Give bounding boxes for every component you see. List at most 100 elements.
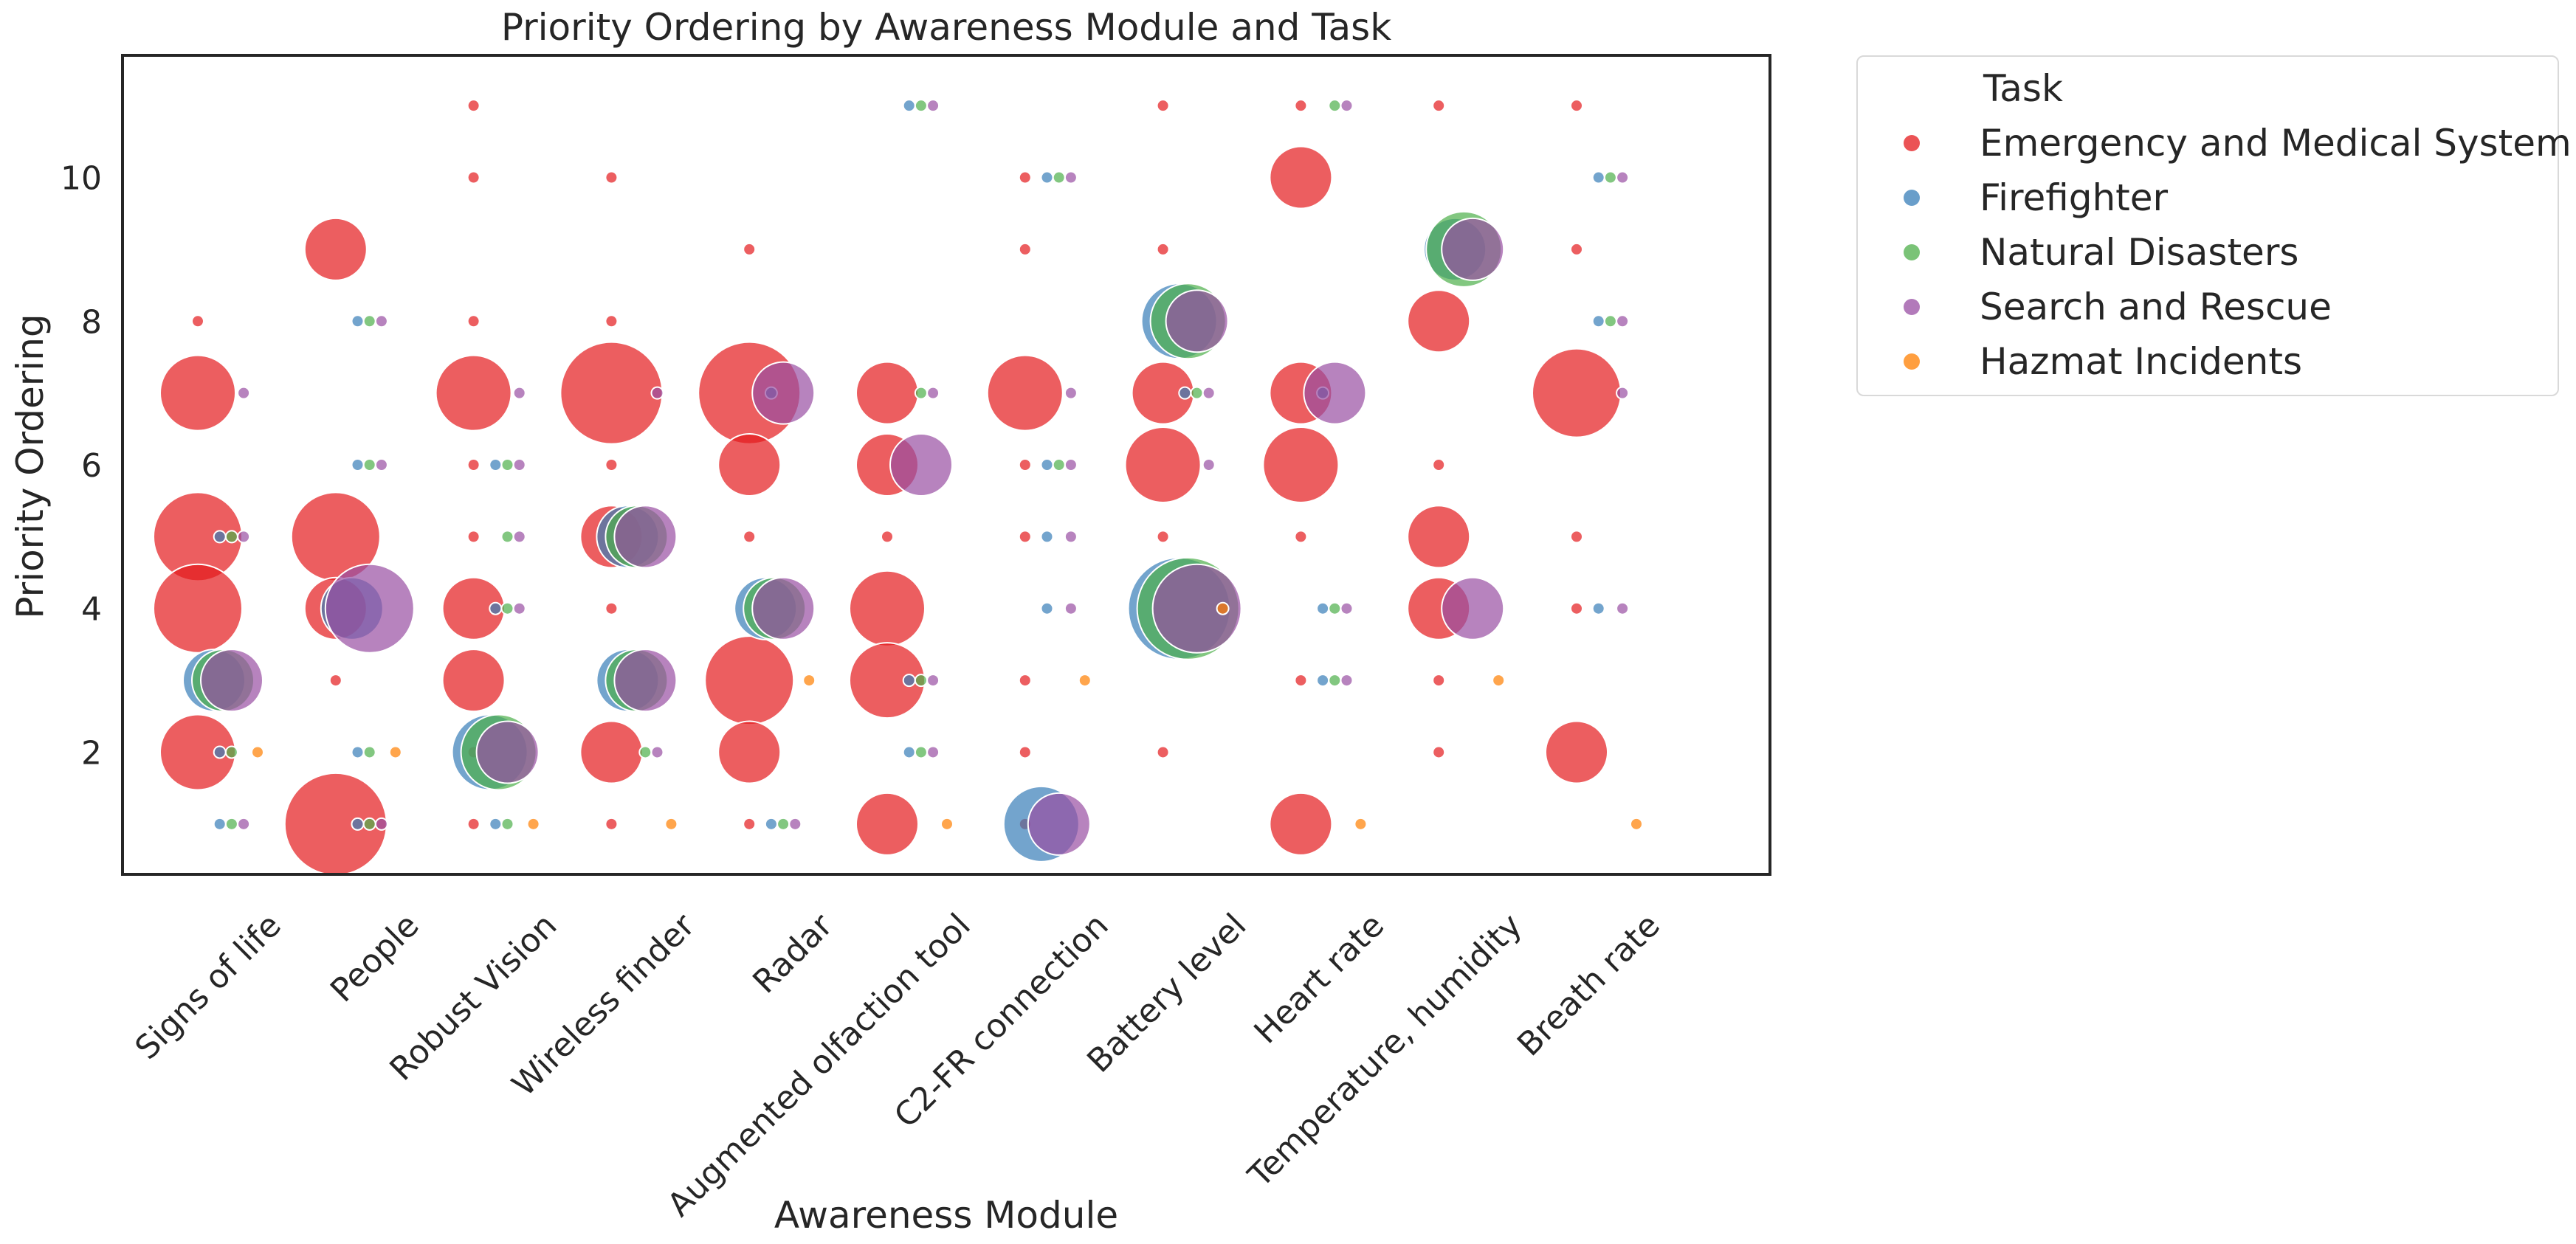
data-point bbox=[351, 458, 365, 471]
y-tick-label: 10 bbox=[61, 160, 102, 198]
data-point bbox=[855, 792, 919, 856]
data-point bbox=[1018, 170, 1032, 184]
data-point bbox=[1027, 792, 1091, 856]
data-point bbox=[889, 433, 953, 497]
data-point bbox=[743, 242, 757, 256]
data-point bbox=[1078, 674, 1092, 688]
data-point bbox=[1018, 745, 1032, 759]
data-point bbox=[1616, 314, 1630, 328]
legend-item: Natural Disasters bbox=[1858, 225, 2558, 280]
data-point bbox=[1190, 386, 1204, 400]
legend-swatch bbox=[1904, 244, 1920, 260]
legend-item: Hazmat Incidents bbox=[1858, 334, 2558, 389]
data-point bbox=[926, 386, 940, 400]
data-point bbox=[1340, 674, 1354, 688]
y-tick-label: 2 bbox=[81, 734, 102, 772]
data-point bbox=[613, 649, 678, 713]
data-point bbox=[902, 745, 916, 759]
data-point bbox=[926, 674, 940, 688]
data-point bbox=[940, 817, 954, 831]
series-hazmat-incidents bbox=[251, 601, 1643, 831]
chart-title: Priority Ordering by Awareness Module an… bbox=[501, 6, 1391, 49]
data-point bbox=[1340, 99, 1354, 113]
data-point bbox=[1064, 170, 1078, 184]
data-point bbox=[500, 530, 514, 544]
data-point bbox=[1570, 99, 1583, 113]
data-point bbox=[559, 341, 664, 445]
data-point bbox=[914, 386, 928, 400]
data-point bbox=[1591, 601, 1605, 615]
x-tick-label: People bbox=[323, 907, 426, 1009]
data-point bbox=[1040, 601, 1054, 615]
data-point bbox=[1492, 674, 1506, 688]
data-point bbox=[1262, 426, 1340, 503]
data-point bbox=[191, 314, 204, 328]
data-point bbox=[605, 170, 619, 184]
data-point bbox=[717, 433, 782, 497]
data-point bbox=[650, 745, 664, 759]
data-point bbox=[855, 361, 919, 425]
data-point bbox=[1616, 170, 1630, 184]
data-point bbox=[638, 745, 652, 759]
data-point bbox=[1151, 563, 1242, 654]
x-tick-label: Breath rate bbox=[1510, 907, 1667, 1064]
data-point bbox=[1616, 601, 1630, 615]
data-point bbox=[362, 817, 376, 831]
data-point bbox=[213, 530, 227, 544]
data-point bbox=[1432, 674, 1446, 688]
data-point bbox=[489, 601, 503, 615]
data-point bbox=[1216, 601, 1230, 615]
data-point bbox=[914, 99, 928, 113]
data-point bbox=[1018, 458, 1032, 471]
data-point bbox=[489, 817, 503, 831]
data-point bbox=[1269, 145, 1333, 210]
data-point bbox=[1441, 217, 1505, 281]
data-point bbox=[224, 817, 238, 831]
x-tick-label: Temperature, humidity bbox=[1241, 907, 1529, 1195]
legend-title: Task bbox=[1983, 67, 2063, 110]
data-point bbox=[664, 817, 678, 831]
legend-item: Search and Rescue bbox=[1858, 280, 2558, 334]
legend-label: Hazmat Incidents bbox=[1980, 340, 2302, 383]
data-point bbox=[1570, 530, 1583, 544]
x-tick-label: Heart rate bbox=[1247, 907, 1391, 1051]
data-point bbox=[1064, 601, 1078, 615]
data-point bbox=[579, 720, 644, 784]
data-point bbox=[1545, 720, 1608, 784]
data-point bbox=[743, 530, 757, 544]
data-point bbox=[213, 745, 227, 759]
legend-swatch bbox=[1904, 299, 1920, 315]
data-point bbox=[1156, 745, 1170, 759]
data-point bbox=[605, 817, 619, 831]
data-point bbox=[1603, 170, 1617, 184]
data-point bbox=[466, 99, 481, 113]
data-point bbox=[1591, 170, 1605, 184]
data-point bbox=[1064, 530, 1078, 544]
data-point bbox=[881, 530, 894, 544]
data-point bbox=[303, 217, 368, 281]
y-axis: 2 4 6 8 10 bbox=[61, 160, 102, 773]
data-point bbox=[751, 576, 816, 640]
data-point bbox=[1354, 817, 1368, 831]
data-point bbox=[751, 361, 816, 425]
data-point bbox=[251, 745, 264, 759]
data-point bbox=[902, 99, 916, 113]
data-point bbox=[1316, 674, 1330, 688]
data-point bbox=[1178, 386, 1192, 400]
data-point bbox=[1432, 99, 1446, 113]
data-point bbox=[1165, 289, 1229, 353]
data-point bbox=[1202, 458, 1216, 471]
data-point bbox=[1432, 458, 1446, 471]
data-point bbox=[776, 817, 791, 831]
legend-label: Firefighter bbox=[1980, 176, 2169, 219]
data-point bbox=[1316, 601, 1330, 615]
data-point bbox=[650, 386, 664, 400]
data-point bbox=[1269, 792, 1333, 856]
data-point bbox=[788, 817, 802, 831]
data-point bbox=[441, 649, 506, 713]
data-point bbox=[1303, 361, 1367, 425]
data-point bbox=[1156, 99, 1170, 113]
data-point bbox=[200, 649, 264, 713]
data-point bbox=[224, 745, 238, 759]
data-point bbox=[475, 720, 540, 784]
